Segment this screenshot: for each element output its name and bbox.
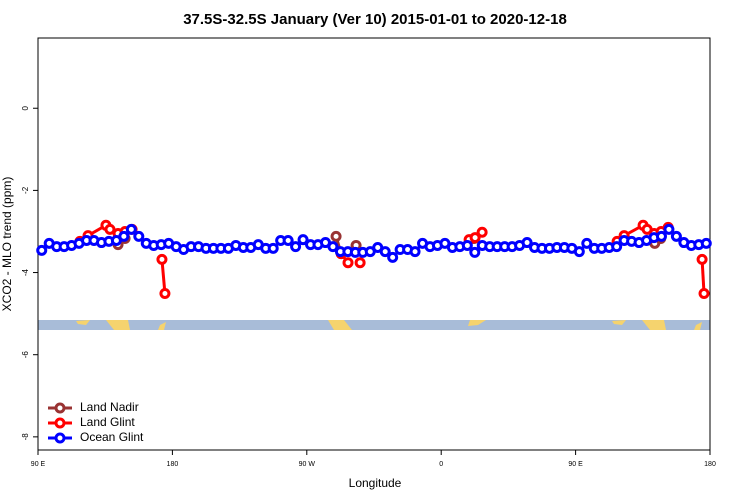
x-axis-label: Longitude <box>349 476 402 490</box>
point <box>700 237 712 249</box>
point <box>521 237 533 249</box>
point <box>573 246 585 258</box>
series <box>36 223 712 263</box>
point <box>476 226 488 238</box>
legend-marker <box>54 402 66 414</box>
point <box>461 239 473 251</box>
legend-label: Land Nadir <box>80 400 139 414</box>
point <box>342 257 354 269</box>
y-axis-label: XCO2 - MLO trend (ppm) <box>0 177 14 312</box>
ocean-strip <box>38 320 710 330</box>
point <box>125 223 137 235</box>
point <box>290 241 302 253</box>
point <box>469 246 481 258</box>
x-tick-label: 90 W <box>299 461 316 468</box>
y-tick-label: -6 <box>21 351 30 359</box>
point <box>469 232 481 244</box>
point <box>655 230 667 242</box>
point <box>156 253 168 265</box>
legend-marker <box>54 417 66 429</box>
point <box>611 241 623 253</box>
point <box>104 223 116 235</box>
point <box>118 230 130 242</box>
point <box>36 244 48 256</box>
point <box>354 257 366 269</box>
x-tick-label: 90 E <box>31 461 46 468</box>
legend-marker <box>54 432 66 444</box>
y-tick-label: -8 <box>21 433 30 441</box>
point <box>379 246 391 258</box>
x-tick-label: 0 <box>439 461 443 468</box>
point <box>282 235 294 247</box>
y-tick-label: 0 <box>21 105 30 110</box>
point <box>327 241 339 253</box>
point <box>696 253 708 265</box>
point <box>663 223 675 235</box>
x-tick-label: 180 <box>704 461 716 468</box>
legend-label: Land Glint <box>80 415 135 429</box>
point <box>581 237 593 249</box>
point <box>267 242 279 254</box>
map-strip <box>38 320 710 330</box>
chart-title: 37.5S-32.5S January (Ver 10) 2015-01-01 … <box>183 11 567 28</box>
point <box>297 234 309 246</box>
point <box>670 230 682 242</box>
y-tick-label: -2 <box>21 186 30 194</box>
point <box>387 251 399 263</box>
x-tick-label: 90 E <box>568 461 583 468</box>
legend-label: Ocean Glint <box>80 430 144 444</box>
x-tick-label: 180 <box>167 461 179 468</box>
point <box>409 246 421 258</box>
series-line <box>160 259 167 294</box>
point <box>698 287 710 299</box>
point <box>133 230 145 242</box>
point <box>159 287 171 299</box>
series-line <box>700 259 706 294</box>
y-tick-label: -4 <box>21 268 30 276</box>
point <box>330 230 342 242</box>
